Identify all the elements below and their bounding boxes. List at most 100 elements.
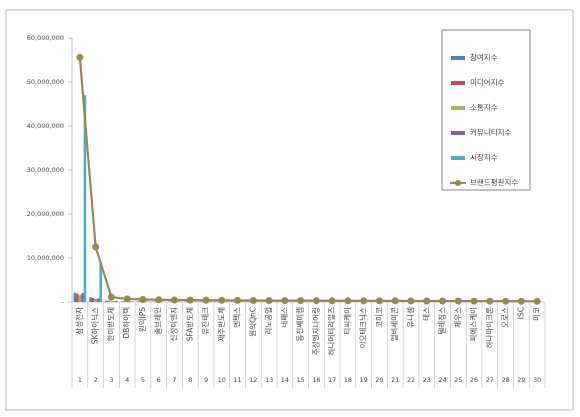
x-tick-label: 엔텍스: [232, 307, 242, 328]
line-marker: [297, 297, 305, 305]
x-tick-label: 제주반도체: [216, 307, 226, 342]
rank-label: 14: [281, 376, 289, 384]
bar: [115, 300, 118, 302]
x-tick-label: 신성이엔지: [168, 307, 178, 342]
line-marker: [92, 243, 100, 251]
legend-label: 시장지수: [470, 152, 498, 162]
rank-label: 10: [218, 376, 226, 384]
line-marker: [375, 297, 383, 305]
bar: [94, 298, 97, 302]
x-tick-label: 이오테크닉스: [358, 307, 368, 348]
legend-label: 미디어지수: [470, 77, 505, 87]
rank-label: 20: [375, 376, 383, 384]
bar: [107, 300, 111, 302]
line-marker: [155, 296, 163, 304]
bar: [136, 301, 140, 302]
x-tick-label: 피에스케이: [468, 307, 478, 342]
line-marker: [502, 297, 510, 305]
bar: [123, 301, 126, 302]
line-marker: [170, 296, 178, 304]
legend-swatch: [451, 156, 465, 160]
x-tick-label: ISC: [516, 307, 525, 319]
x-tick-label: 엘비세미콘: [390, 307, 399, 342]
rank-label: 12: [249, 376, 257, 384]
line-marker: [186, 296, 194, 304]
line-marker: [249, 297, 257, 305]
bar: [99, 262, 102, 302]
rank-label: 13: [265, 376, 273, 384]
line-marker: [281, 297, 289, 305]
line-marker: [344, 297, 352, 305]
x-tick-label: 솔브레인: [153, 307, 163, 335]
rank-label: 21: [391, 376, 399, 384]
line-marker: [407, 297, 415, 305]
rank-label: 23: [423, 376, 431, 384]
rank-label: 4: [125, 376, 129, 384]
bar: [110, 301, 113, 302]
bar: [96, 298, 100, 302]
legend-swatch: [451, 81, 465, 85]
y-tick-label: 60,000,000: [27, 34, 64, 42]
legend-label: 커뮤니티지수: [470, 128, 511, 137]
line-marker: [265, 297, 273, 305]
rank-label: 17: [328, 376, 336, 384]
x-tick-label: 원익QnC: [247, 307, 257, 337]
x-tick-label: 코미코: [374, 307, 383, 328]
rank-label: 3: [109, 376, 113, 384]
rank-label: 30: [533, 376, 541, 384]
rank-label: 8: [188, 376, 192, 384]
legend-swatch: [451, 106, 465, 110]
x-tick-label: 리노공업: [264, 307, 273, 335]
rank-label: 1: [78, 376, 82, 384]
line-marker: [312, 297, 320, 305]
line-marker: [423, 297, 431, 305]
rank-label: 27: [486, 376, 494, 384]
x-tick-label: 미코: [532, 307, 541, 321]
legend-swatch: [451, 131, 465, 135]
rank-label: 9: [204, 376, 208, 384]
bar: [91, 298, 95, 302]
x-tick-label: 제우스: [453, 307, 462, 328]
rank-label: 6: [157, 376, 161, 384]
rank-label: 18: [344, 376, 352, 384]
line-marker: [517, 297, 525, 305]
bar: [89, 297, 92, 302]
legend-label: 참여지수: [470, 52, 498, 62]
x-tick-label: 동진쎄미켐: [295, 307, 305, 342]
x-tick-label: 삼성전자: [74, 307, 84, 335]
rank-label: 16: [312, 376, 320, 384]
line-marker: [328, 297, 336, 305]
x-tick-label: SK하이닉스: [90, 307, 100, 344]
rank-label: 11: [233, 376, 241, 384]
x-tick-label: 유니셈: [406, 307, 415, 328]
x-tick-label: 원익IPS: [137, 307, 147, 333]
rank-label: 15: [296, 376, 304, 384]
bar: [120, 301, 124, 302]
line-marker: [234, 296, 242, 304]
line-marker: [360, 297, 368, 305]
bar: [112, 301, 116, 302]
legend-label: 소통지수: [470, 103, 498, 112]
y-tick-label: 50,000,000: [27, 78, 64, 86]
rank-label: 29: [517, 376, 525, 384]
rank-label: 28: [501, 376, 509, 384]
rank-label: 19: [360, 376, 368, 384]
line-marker: [439, 297, 447, 305]
line-marker: [533, 297, 541, 305]
rank-label: 5: [141, 376, 145, 384]
x-tick-label: DB하이텍: [121, 307, 131, 339]
rank-label: 24: [438, 376, 446, 384]
x-tick-label: 한미반도체: [105, 307, 115, 342]
line-marker: [470, 297, 478, 305]
rank-label: 26: [470, 376, 478, 384]
x-tick-label: 유진테크: [200, 307, 210, 335]
y-tick-label: 10,000,000: [27, 254, 64, 262]
bar: [81, 293, 84, 302]
y-tick-label: 30,000,000: [27, 166, 64, 174]
y-tick-label: -: [62, 298, 65, 306]
x-tick-label: 하나마이크론: [484, 307, 494, 348]
bar: [105, 300, 108, 302]
line-marker: [202, 296, 210, 304]
legend-label: 브랜드평판지수: [470, 177, 518, 187]
